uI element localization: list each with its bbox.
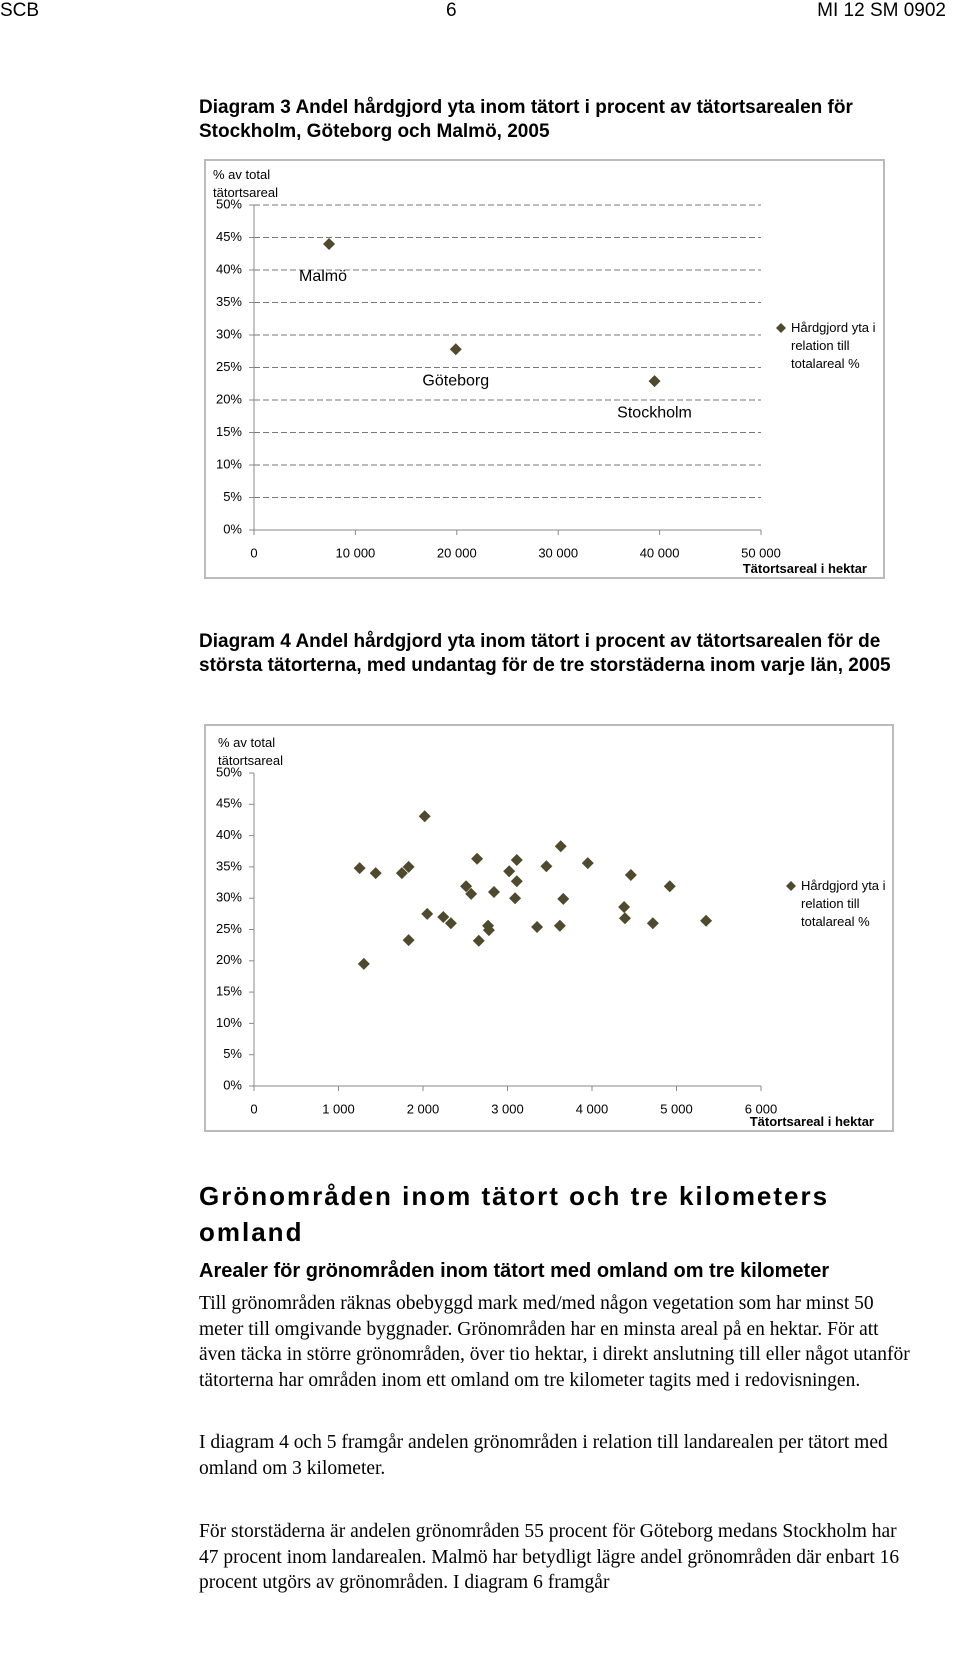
- diagram-title: Diagram 4 Andel hårdgjord yta inom tätor…: [199, 631, 891, 676]
- y-tick-label: 20%: [216, 391, 242, 406]
- y-tick-label: 45%: [216, 229, 242, 244]
- data-point: [510, 854, 523, 867]
- y-tick-label: 25%: [216, 359, 242, 374]
- data-point: [357, 957, 370, 970]
- x-tick-label: 30 000: [538, 545, 578, 560]
- data-point: [557, 892, 570, 905]
- data-point: [444, 917, 457, 930]
- data-point: [449, 343, 462, 356]
- y-tick-label: 50%: [216, 196, 242, 211]
- x-tick-label: 10 000: [336, 545, 376, 560]
- y-tick-label: 25%: [216, 921, 242, 936]
- y-tick-label: 5%: [223, 489, 242, 504]
- data-point: [553, 919, 566, 932]
- page-number: 6: [446, 0, 457, 21]
- data-point: [402, 860, 415, 873]
- legend-marker: [786, 881, 796, 891]
- x-tick-label: 6 000: [745, 1101, 778, 1116]
- annotation: Göteborg: [422, 373, 489, 390]
- data-point: [624, 869, 637, 882]
- y-tick-label: 15%: [216, 424, 242, 439]
- legend-label: Hårdgjord yta i relation till totalareal…: [801, 878, 886, 929]
- y-tick-label: 10%: [216, 456, 242, 471]
- data-point: [353, 862, 366, 875]
- data-point: [618, 900, 631, 913]
- data-point: [700, 914, 713, 927]
- header-right: MI 12 SM 0902: [817, 0, 946, 21]
- data-point: [369, 867, 382, 880]
- data-point: [395, 867, 408, 880]
- header-left: SCB: [0, 0, 40, 21]
- data-point: [646, 917, 659, 930]
- chart: 0% 5% 10% 15% 20% 25% 30% 35% 40% 45% 50% 0 10 000 20…: [216, 196, 786, 560]
- y-tick-label: 40%: [216, 261, 242, 276]
- y-axis-title: % av total tätortsareal: [213, 167, 279, 200]
- data-point: [510, 875, 523, 888]
- data-point: [581, 857, 594, 870]
- y-axis-title: % av total tätortsareal: [218, 735, 284, 768]
- paragraph: Till grönområden räknas obebyggd mark me…: [199, 1293, 910, 1391]
- chart-box: 0% 5% 10% 15% 20% 25% 30% 35% 40% 45% 50% 0 10 000 20…: [204, 159, 885, 579]
- annotation: Malmö: [299, 268, 347, 285]
- y-tick-label: 30%: [216, 326, 242, 341]
- annotation: Stockholm: [617, 404, 692, 421]
- data-point: [471, 852, 484, 865]
- data-point: [437, 910, 450, 923]
- chart-box: 0% 5% 10% 15% 20% 25% 30% 35% 40% 45% 50% 0 1 000 2 0…: [204, 724, 894, 1132]
- x-tick-label: 2 000: [407, 1101, 440, 1116]
- x-tick-label: 0: [250, 545, 257, 560]
- y-tick-label: 0%: [223, 1077, 242, 1092]
- legend-label: Hårdgjord yta i relation till totalareal…: [791, 320, 876, 371]
- y-tick-label: 35%: [216, 858, 242, 873]
- x-tick-label: 5 000: [660, 1101, 693, 1116]
- data-point: [540, 860, 553, 873]
- data-point: [421, 907, 434, 920]
- data-point: [402, 934, 415, 947]
- x-tick-label: 50 000: [741, 545, 781, 560]
- data-point: [460, 880, 473, 893]
- y-tick-label: 5%: [223, 1046, 242, 1061]
- x-tick-label: 40 000: [640, 545, 680, 560]
- y-tick-label: 40%: [216, 827, 242, 842]
- x-tick-label: 20 000: [437, 545, 477, 560]
- y-tick-label: 45%: [216, 796, 242, 811]
- x-tick-label: 3 000: [491, 1101, 524, 1116]
- section-heading: Grönområden inom tätort och tre kilomete…: [199, 1181, 830, 1247]
- data-point: [482, 924, 495, 937]
- y-tick-label: 0%: [223, 521, 242, 536]
- data-point: [554, 840, 567, 853]
- paragraph: För storstäderna är andelen grönområden …: [199, 1521, 900, 1593]
- y-tick-label: 50%: [216, 764, 242, 779]
- paragraph: I diagram 4 och 5 framgår andelen grönom…: [199, 1432, 888, 1479]
- x-tick-label: 0: [250, 1101, 257, 1116]
- data-point: [323, 238, 336, 250]
- data-point: [465, 887, 478, 900]
- x-axis-title: Tätortsareal i hektar: [749, 1114, 874, 1129]
- data-point: [531, 920, 544, 933]
- diagram-title: Diagram 3 Andel hårdgjord yta inom tätor…: [199, 97, 853, 142]
- y-tick-label: 15%: [216, 984, 242, 999]
- data-point: [503, 865, 516, 878]
- data-point: [472, 934, 485, 947]
- x-tick-label: 1 000: [322, 1101, 355, 1116]
- y-tick-label: 30%: [216, 890, 242, 905]
- data-point: [487, 885, 500, 898]
- y-tick-label: 35%: [216, 294, 242, 309]
- data-point: [509, 892, 522, 905]
- chart: 0% 5% 10% 15% 20% 25% 30% 35% 40% 45% 50% 0 1 000 2 0…: [216, 764, 796, 1116]
- section-subheading: Arealer för grönområden inom tätort med …: [199, 1260, 830, 1282]
- data-point: [663, 880, 676, 893]
- data-point: [618, 912, 631, 925]
- y-tick-label: 20%: [216, 952, 242, 967]
- x-axis-title: Tätortsareal i hektar: [742, 561, 867, 576]
- x-tick-label: 4 000: [576, 1101, 609, 1116]
- data-point: [418, 810, 431, 823]
- data-point: [648, 375, 661, 388]
- legend-marker: [776, 323, 786, 333]
- y-tick-label: 10%: [216, 1015, 242, 1030]
